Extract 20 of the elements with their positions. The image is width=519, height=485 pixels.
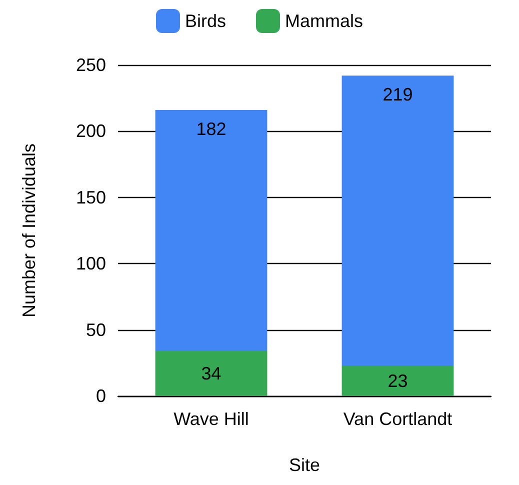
bar: [342, 76, 454, 366]
bar: [342, 366, 454, 396]
bar: [155, 110, 268, 351]
y-tick-label: 150: [76, 187, 106, 208]
y-axis-title: Number of Individuals: [19, 143, 39, 318]
data-label: 34: [201, 363, 222, 384]
legend-label: Mammals: [285, 11, 364, 31]
data-label: 23: [388, 370, 408, 391]
bar: [155, 350, 268, 396]
x-tick-label: Wave Hill: [174, 409, 249, 429]
data-label: 219: [382, 84, 413, 105]
x-axis-title: Site: [288, 455, 320, 475]
y-tick-label: 250: [76, 55, 106, 75]
x-tick-label: Van Cortlandt: [343, 409, 452, 429]
y-tick-label: 200: [76, 121, 106, 142]
data-label: 182: [196, 119, 226, 140]
y-tick-label: 0: [96, 386, 106, 406]
y-tick-label: 50: [86, 320, 106, 340]
y-tick-label: 100: [76, 254, 106, 274]
legend-label: Birds: [184, 11, 226, 31]
